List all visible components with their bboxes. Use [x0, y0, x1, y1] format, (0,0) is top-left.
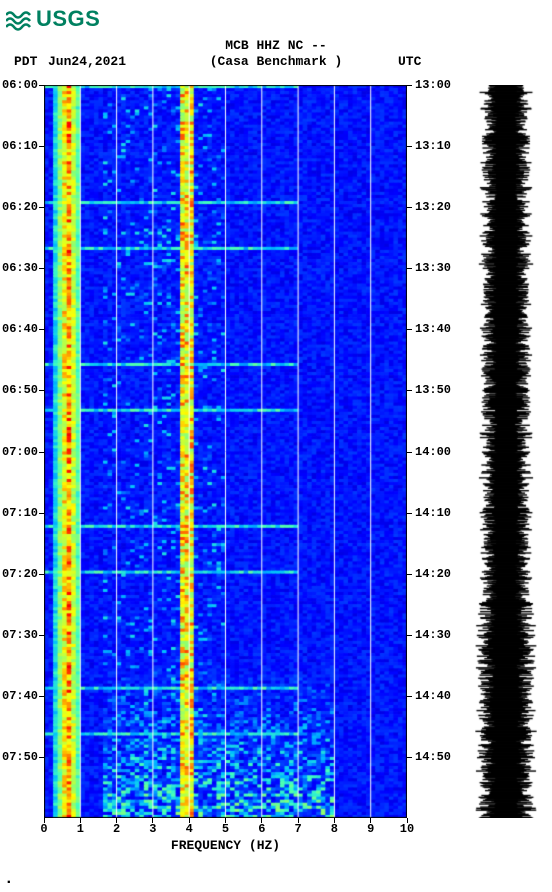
- utc-label: UTC: [398, 54, 421, 69]
- usgs-wave-icon: [6, 6, 32, 32]
- chart-title-line1: MCB HHZ NC --: [0, 38, 552, 54]
- usgs-logo: USGS: [6, 6, 100, 32]
- pdt-label: PDT: [14, 54, 37, 69]
- usgs-logo-text: USGS: [36, 6, 100, 32]
- spectrogram-plot: [44, 85, 407, 818]
- date-label: Jun24,2021: [48, 54, 126, 69]
- footer-dot: .: [4, 870, 14, 888]
- waveform-plot: [475, 85, 537, 818]
